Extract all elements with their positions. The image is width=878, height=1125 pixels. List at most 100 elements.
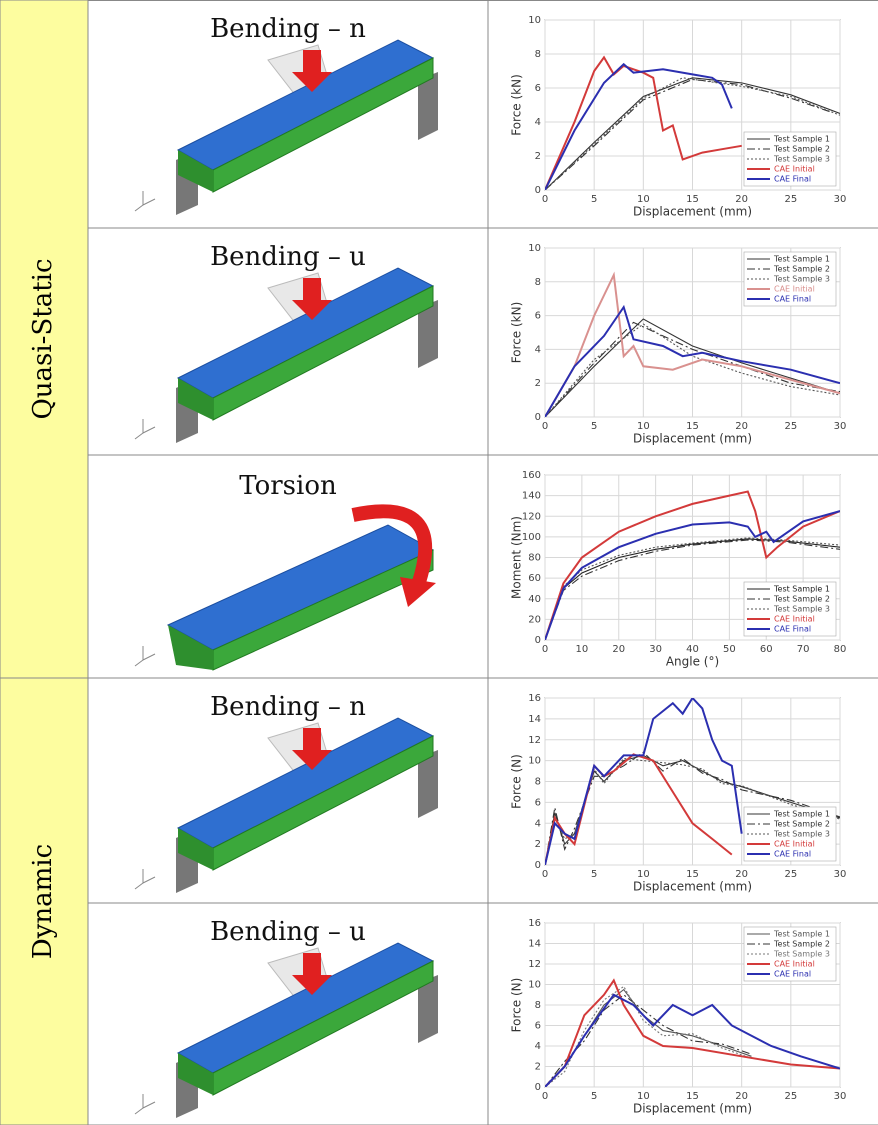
x-tick-label: 30 — [834, 421, 847, 432]
legend-label: CAE Final — [774, 850, 811, 859]
x-tick-label: 20 — [612, 644, 625, 655]
legend-label: Test Sample 3 — [773, 605, 830, 614]
x-tick-label: 30 — [649, 644, 662, 655]
legend-label: CAE Final — [774, 295, 811, 304]
illustration: Bending – n — [135, 14, 438, 215]
case-label: Bending – u — [210, 917, 366, 947]
y-tick-label: 6 — [535, 311, 541, 322]
x-tick-label: 10 — [637, 1091, 650, 1102]
illustration: Bending – u — [135, 917, 438, 1118]
y-tick-label: 12 — [528, 735, 541, 746]
y-tick-label: 2 — [535, 1062, 541, 1073]
y-axis-label: Moment (Nm) — [510, 516, 524, 599]
x-tick-label: 80 — [834, 644, 847, 655]
x-tick-label: 30 — [834, 1091, 847, 1102]
y-tick-label: 4 — [535, 117, 541, 128]
y-tick-label: 16 — [528, 693, 541, 704]
y-tick-label: 60 — [528, 573, 541, 584]
legend-label: Test Sample 3 — [773, 950, 830, 959]
y-tick-label: 0 — [535, 1082, 541, 1093]
y-tick-label: 10 — [528, 243, 541, 254]
legend-label: Test Sample 1 — [773, 930, 830, 939]
x-tick-label: 5 — [591, 421, 597, 432]
y-tick-label: 14 — [528, 939, 541, 950]
x-tick-label: 0 — [542, 644, 548, 655]
x-tick-label: 10 — [576, 644, 589, 655]
group-label: Quasi-Static — [28, 258, 58, 419]
x-tick-label: 25 — [784, 869, 797, 880]
y-tick-label: 14 — [528, 714, 541, 725]
x-tick-label: 25 — [784, 194, 797, 205]
y-axis-label: Force (N) — [510, 978, 524, 1033]
y-tick-label: 16 — [528, 918, 541, 929]
x-tick-label: 25 — [784, 421, 797, 432]
x-tick-label: 5 — [591, 869, 597, 880]
y-tick-label: 40 — [528, 594, 541, 605]
legend-label: Test Sample 1 — [773, 135, 830, 144]
legend-label: CAE Final — [774, 970, 811, 979]
x-tick-label: 10 — [637, 869, 650, 880]
y-tick-label: 80 — [528, 553, 541, 564]
case-label: Bending – u — [210, 242, 366, 272]
illustration: Bending – u — [135, 242, 438, 443]
y-tick-label: 8 — [535, 777, 541, 788]
x-tick-label: 30 — [834, 194, 847, 205]
x-tick-label: 0 — [542, 1091, 548, 1102]
x-tick-label: 0 — [542, 869, 548, 880]
legend-label: CAE Initial — [774, 840, 815, 849]
x-tick-label: 5 — [591, 194, 597, 205]
illustration: Torsion — [135, 471, 436, 670]
x-tick-label: 5 — [591, 1091, 597, 1102]
x-tick-label: 20 — [735, 194, 748, 205]
legend-label: CAE Initial — [774, 165, 815, 174]
legend-label: Test Sample 3 — [773, 275, 830, 284]
y-tick-label: 140 — [522, 491, 541, 502]
y-tick-label: 6 — [535, 83, 541, 94]
legend-label: Test Sample 3 — [773, 155, 830, 164]
x-axis-label: Angle (°) — [666, 655, 719, 669]
x-tick-label: 30 — [834, 869, 847, 880]
legend-label: Test Sample 1 — [773, 255, 830, 264]
y-tick-label: 12 — [528, 959, 541, 970]
legend-label: Test Sample 1 — [773, 810, 830, 819]
twist-arrowhead — [400, 577, 436, 607]
y-tick-label: 8 — [535, 49, 541, 60]
axis-triad — [135, 419, 155, 439]
x-axis-label: Displacement (mm) — [633, 205, 752, 219]
x-tick-label: 25 — [784, 1091, 797, 1102]
y-tick-label: 10 — [528, 756, 541, 767]
y-tick-label: 10 — [528, 980, 541, 991]
axis-triad — [135, 1094, 155, 1114]
x-axis-label: Displacement (mm) — [633, 432, 752, 446]
x-tick-label: 60 — [760, 644, 773, 655]
legend-label: CAE Initial — [774, 960, 815, 969]
y-tick-label: 2 — [535, 151, 541, 162]
x-tick-label: 15 — [686, 1091, 699, 1102]
y-tick-label: 8 — [535, 277, 541, 288]
y-tick-label: 8 — [535, 1000, 541, 1011]
x-axis-label: Displacement (mm) — [633, 880, 752, 894]
case-label: Bending – n — [210, 692, 366, 722]
y-tick-label: 2 — [535, 839, 541, 850]
x-axis-label: Displacement (mm) — [633, 1102, 752, 1116]
x-tick-label: 50 — [723, 644, 736, 655]
y-tick-label: 100 — [522, 532, 541, 543]
case-label: Torsion — [239, 471, 337, 501]
x-tick-label: 15 — [686, 869, 699, 880]
y-tick-label: 4 — [535, 344, 541, 355]
y-tick-label: 6 — [535, 1021, 541, 1032]
y-tick-label: 0 — [535, 635, 541, 646]
y-tick-label: 120 — [522, 511, 541, 522]
y-tick-label: 0 — [535, 185, 541, 196]
legend-label: CAE Final — [774, 175, 811, 184]
legend-label: Test Sample 2 — [773, 145, 830, 154]
legend-label: Test Sample 3 — [773, 830, 830, 839]
legend-label: Test Sample 2 — [773, 820, 830, 829]
case-label: Bending – n — [210, 14, 366, 44]
legend-label: Test Sample 2 — [773, 595, 830, 604]
y-tick-label: 4 — [535, 818, 541, 829]
illustration: Bending – n — [135, 692, 438, 893]
x-tick-label: 10 — [637, 194, 650, 205]
y-tick-label: 160 — [522, 470, 541, 481]
y-axis-label: Force (N) — [510, 754, 524, 809]
